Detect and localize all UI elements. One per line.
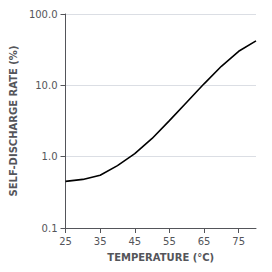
svg-text:25: 25 xyxy=(59,236,72,247)
svg-text:75: 75 xyxy=(232,236,245,247)
svg-text:0.1: 0.1 xyxy=(42,223,58,234)
svg-text:55: 55 xyxy=(163,236,176,247)
svg-text:1.0: 1.0 xyxy=(42,151,58,162)
svg-text:TEMPERATURE (°C): TEMPERATURE (°C) xyxy=(107,252,214,263)
svg-text:10.0: 10.0 xyxy=(35,80,57,91)
svg-text:35: 35 xyxy=(94,236,107,247)
svg-text:65: 65 xyxy=(198,236,211,247)
svg-text:100.0: 100.0 xyxy=(29,9,58,20)
svg-text:45: 45 xyxy=(128,236,141,247)
svg-text:SELF-DISCHARGE RATE (%): SELF-DISCHARGE RATE (%) xyxy=(8,46,19,197)
